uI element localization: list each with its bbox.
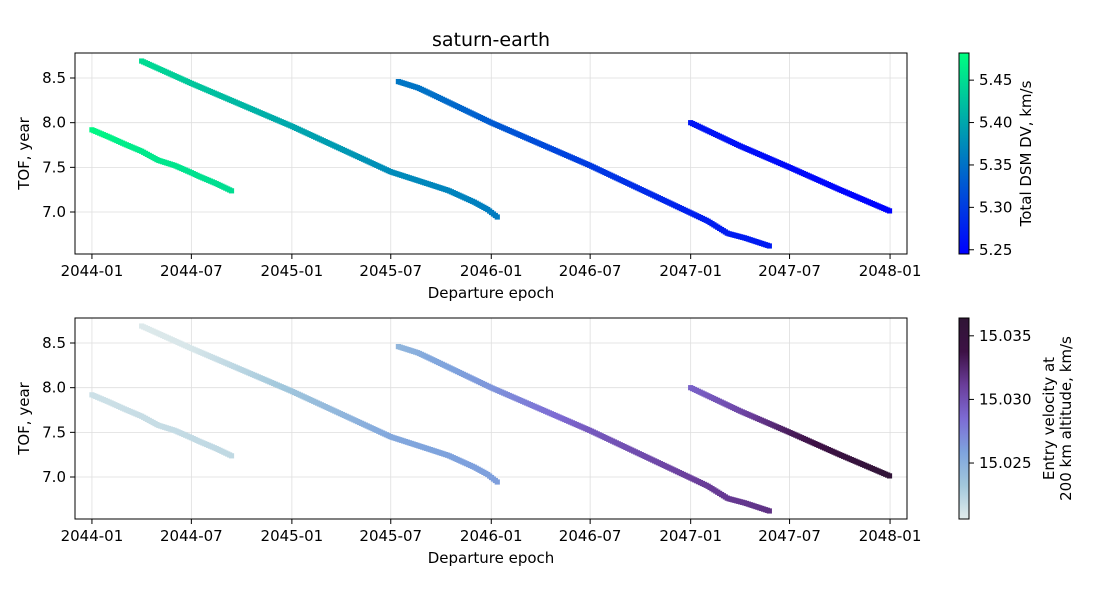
colorbar-label: 200 km altitude, km/s bbox=[1057, 336, 1075, 501]
x-tick-label: 2045-07 bbox=[359, 262, 422, 280]
x-tick-label: 2046-07 bbox=[559, 262, 622, 280]
x-tick-label: 2044-07 bbox=[160, 262, 223, 280]
x-axis-label: Departure epoch bbox=[428, 549, 555, 567]
series-1 bbox=[139, 323, 500, 485]
data-point bbox=[494, 479, 500, 485]
series-3 bbox=[688, 385, 893, 479]
scatter-points bbox=[89, 58, 893, 249]
y-tick-label: 8.0 bbox=[42, 379, 66, 397]
y-tick-label: 7.5 bbox=[42, 423, 66, 441]
x-tick-label: 2044-01 bbox=[61, 527, 124, 545]
x-axis-label: Departure epoch bbox=[428, 284, 555, 302]
x-tick-label: 2045-07 bbox=[359, 527, 422, 545]
y-tick-label: 7.0 bbox=[42, 468, 66, 486]
axes-frame bbox=[74, 52, 908, 255]
y-tick-label: 8.0 bbox=[42, 114, 66, 132]
data-point bbox=[494, 214, 500, 220]
colorbar-tick-label: 5.30 bbox=[979, 198, 1012, 216]
y-axis-label: TOF, year bbox=[15, 381, 33, 455]
x-tick-label: 2048-01 bbox=[859, 262, 922, 280]
y-tick-label: 8.5 bbox=[42, 334, 66, 352]
colorbar-tick-label: 15.025 bbox=[979, 454, 1032, 472]
data-point bbox=[228, 453, 235, 459]
series-2 bbox=[395, 78, 772, 249]
x-tick-label: 2047-07 bbox=[758, 262, 821, 280]
x-tick-label: 2045-01 bbox=[261, 262, 324, 280]
scatter-points bbox=[89, 323, 893, 514]
x-tick-label: 2044-07 bbox=[160, 527, 223, 545]
series-0 bbox=[89, 127, 235, 194]
y-tick-label: 8.5 bbox=[42, 69, 66, 87]
colorbar-label: Entry velocity at bbox=[1040, 357, 1058, 480]
colorbar bbox=[958, 52, 970, 255]
top-scatter-panel: 2044-01 2044-07 2045-01 2045-07 2046-01 2046-… bbox=[15, 52, 1035, 302]
x-tick-label: 2045-01 bbox=[261, 527, 324, 545]
x-tick-label: 2044-01 bbox=[61, 262, 124, 280]
axes-frame bbox=[74, 317, 908, 520]
series-0 bbox=[89, 392, 235, 459]
figure-title: saturn-earth bbox=[432, 29, 550, 51]
y-tick-label: 7.0 bbox=[42, 203, 66, 221]
y-axis-label: TOF, year bbox=[15, 116, 33, 190]
series-2 bbox=[395, 343, 772, 514]
x-tick-label: 2047-07 bbox=[758, 527, 821, 545]
colorbar-tick-label: 15.035 bbox=[979, 327, 1032, 345]
colorbar-tick-label: 5.35 bbox=[979, 156, 1012, 174]
colorbar-tick-label: 5.40 bbox=[979, 114, 1012, 132]
data-point bbox=[886, 473, 893, 479]
y-tick-label: 7.5 bbox=[42, 158, 66, 176]
colorbar-label: Total DSM DV, km/s bbox=[1017, 80, 1035, 227]
x-tick-label: 2046-01 bbox=[460, 527, 523, 545]
data-point bbox=[766, 243, 772, 249]
data-point bbox=[886, 208, 893, 214]
colorbar-tick-label: 15.030 bbox=[979, 390, 1032, 408]
data-point bbox=[228, 188, 235, 194]
x-tick-label: 2046-07 bbox=[559, 527, 622, 545]
x-tick-label: 2048-01 bbox=[859, 527, 922, 545]
colorbar bbox=[958, 317, 970, 520]
colorbar-tick-label: 5.25 bbox=[979, 241, 1012, 259]
series-1 bbox=[139, 58, 500, 220]
x-tick-label: 2047-01 bbox=[659, 527, 722, 545]
x-tick-label: 2046-01 bbox=[460, 262, 523, 280]
data-point bbox=[766, 508, 772, 514]
x-tick-label: 2047-01 bbox=[659, 262, 722, 280]
bottom-scatter-panel: 2044-01 2044-07 2045-01 2045-07 2046-01 2046-… bbox=[15, 317, 1075, 567]
colorbar-tick-label: 5.45 bbox=[979, 71, 1012, 89]
series-3 bbox=[688, 120, 893, 214]
